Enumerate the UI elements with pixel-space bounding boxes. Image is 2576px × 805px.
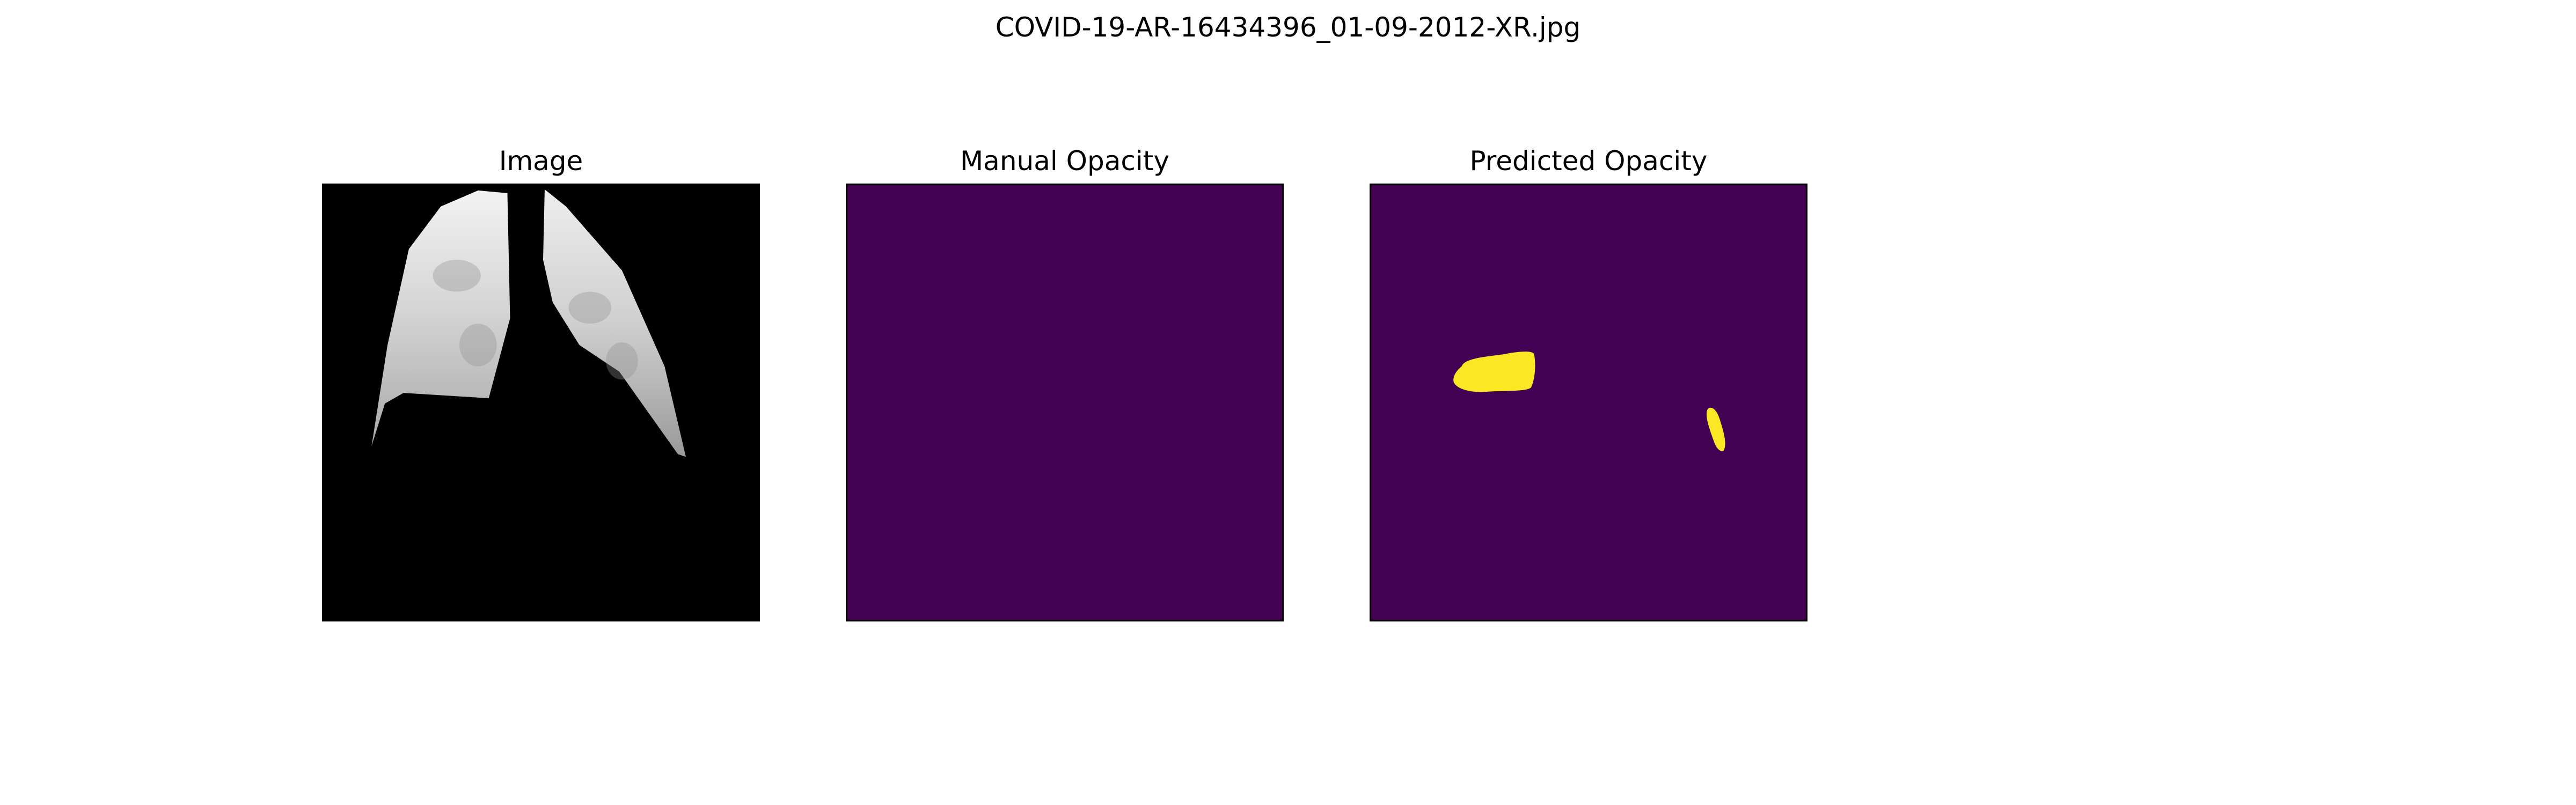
- xray-texture: [433, 259, 638, 380]
- opacity-region-left: [1453, 352, 1535, 392]
- predicted-opacity-title: Predicted Opacity: [1469, 145, 1708, 177]
- xray-image: [322, 184, 760, 621]
- left-lung: [371, 190, 510, 447]
- manual-opacity-panel: Manual Opacity: [846, 142, 1284, 621]
- predicted-opacity-mask: [1370, 184, 1807, 621]
- xray-lungs-graphic: [324, 185, 758, 620]
- predicted-opacity-panel: Predicted Opacity: [1370, 142, 1807, 621]
- image-panel-title: Image: [499, 145, 583, 177]
- mask-background: [1371, 185, 1806, 620]
- predicted-mask-graphic: [1371, 185, 1806, 620]
- figure-title: COVID-19-AR-16434396_01-09-2012-XR.jpg: [995, 12, 1581, 43]
- mask-background: [847, 185, 1282, 620]
- right-lung: [543, 189, 686, 457]
- manual-mask-graphic: [847, 185, 1282, 620]
- image-panel: Image: [322, 142, 760, 621]
- xray-background: [324, 185, 758, 620]
- opacity-region-right: [1707, 407, 1725, 451]
- manual-opacity-title: Manual Opacity: [960, 145, 1169, 177]
- manual-opacity-mask: [846, 184, 1284, 621]
